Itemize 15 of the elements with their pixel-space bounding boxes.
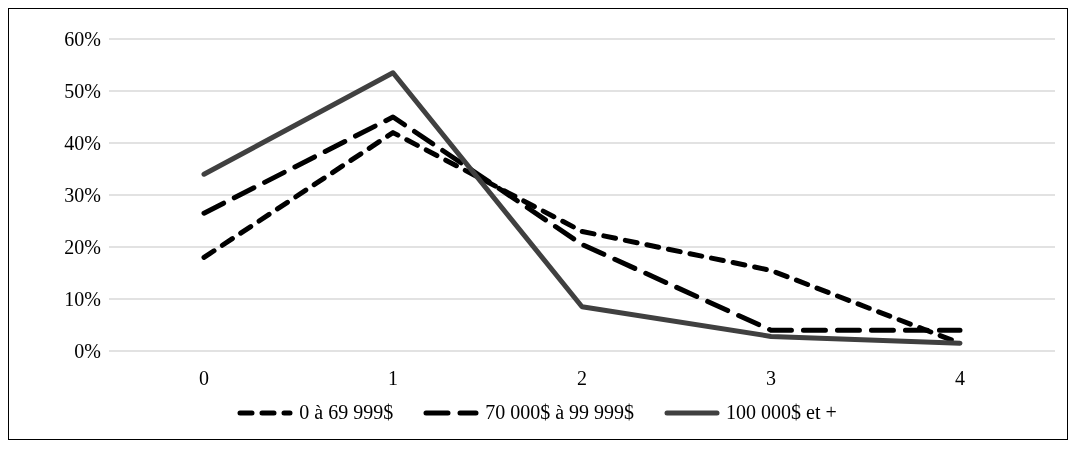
legend-label: 70 000$ à 99 999$ xyxy=(485,401,635,424)
x-tick-label: 4 xyxy=(955,367,965,390)
y-tick-label: 50% xyxy=(64,80,101,103)
y-tick-label: 40% xyxy=(64,132,101,155)
x-tick-label: 2 xyxy=(577,367,587,390)
x-tick-label: 3 xyxy=(766,367,776,390)
y-tick-label: 60% xyxy=(64,28,101,51)
x-tick-label: 0 xyxy=(199,367,209,390)
y-tick-label: 10% xyxy=(64,288,101,311)
y-tick-label: 30% xyxy=(64,184,101,207)
legend-label: 0 à 69 999$ xyxy=(299,401,394,424)
legend-label: 100 000$ et + xyxy=(726,401,837,424)
x-tick-label: 1 xyxy=(388,367,398,390)
y-tick-label: 0% xyxy=(74,340,101,363)
y-tick-label: 20% xyxy=(64,236,101,259)
